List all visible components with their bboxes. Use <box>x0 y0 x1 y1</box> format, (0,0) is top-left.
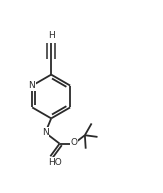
Text: H: H <box>48 31 55 40</box>
Text: N: N <box>42 128 49 137</box>
Text: N: N <box>28 81 35 90</box>
Text: O: O <box>70 138 77 147</box>
Text: HO: HO <box>49 158 62 167</box>
